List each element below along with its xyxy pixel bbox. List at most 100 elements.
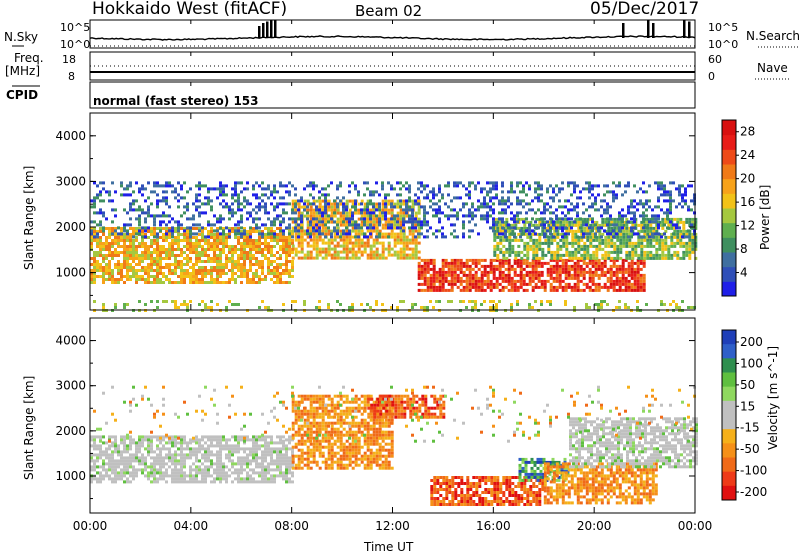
power-cell [537,196,540,200]
power-cell [636,276,640,280]
power-cell [315,247,319,251]
power-cell [561,229,564,233]
power-cell [201,266,204,269]
power-cell [105,269,108,272]
power-cell [642,235,645,239]
power-cell [447,217,450,221]
power-cell [252,208,255,212]
power-cell [534,232,537,236]
power-cell [324,199,327,203]
power-cell [633,279,637,283]
power-cell [93,220,96,224]
velocity-cell [198,465,201,469]
power-cell [411,306,414,309]
power-cell [595,238,599,242]
power-cell [168,205,171,209]
power-cell [456,273,460,277]
power-cell [555,193,558,197]
power-cell [423,264,427,268]
power-cell [261,230,264,233]
power-cell [99,193,102,197]
power-cell [219,236,222,239]
power-cell [645,190,648,194]
power-cell [525,273,529,277]
power-cell [411,202,415,206]
power-cell [682,226,686,230]
power-cell [306,199,310,203]
power-cell [219,193,222,197]
power-cell [555,261,559,265]
power-cell [588,184,591,188]
power-cell [255,242,258,245]
power-cell [678,306,681,309]
power-cell [621,288,625,292]
power-cell [270,230,273,233]
power-cell [531,264,535,268]
power-cell [504,273,508,277]
power-cell [198,260,201,263]
power-cell [186,233,189,236]
power-cell [429,258,433,262]
power-cell [531,217,534,221]
power-cell [375,181,378,185]
power-cell [538,238,542,242]
power-cell [159,254,162,257]
power-cell [690,306,693,309]
power-cell [285,263,288,266]
power-cell [312,235,316,239]
power-cell [402,214,406,218]
power-cell [496,217,500,221]
power-cell [583,217,587,221]
power-cell [507,223,510,227]
power-cell [141,226,144,230]
power-cell [198,205,201,209]
power-cell [282,208,285,212]
power-cell [201,239,204,242]
power-cell [538,241,542,245]
power-cell [549,184,552,188]
power-cell [330,235,333,239]
power-cell [564,282,568,286]
power-cell [441,285,445,289]
power-cell [291,208,294,212]
power-cell [673,250,677,254]
power-cell [129,278,132,281]
velocity-cell [186,444,189,448]
power-cell [592,253,596,257]
power-cell [294,250,298,254]
power-cell [435,202,438,206]
power-cell [153,214,156,218]
power-cell [135,254,138,257]
power-cell [640,253,644,257]
velocity-cell [123,462,126,466]
power-cell [414,223,418,227]
power-cell [570,193,573,197]
power-cell [171,190,174,194]
power-cell [450,273,454,277]
power-cell [585,187,588,191]
power-cell [507,279,511,283]
power-cell [621,261,625,265]
power-cell [447,270,451,274]
power-cell [474,261,478,265]
power-cell [498,276,502,280]
power-cell [306,202,310,206]
power-cell [504,279,508,283]
power-cell [165,214,168,218]
power-cell [234,223,237,227]
power-cell [102,260,105,263]
power-cell [243,229,246,233]
power-cell [589,229,593,233]
power-cell [354,184,357,188]
power-cell [393,235,397,239]
power-cell [555,270,559,274]
velocity-cell [159,471,162,475]
power-cell [591,264,595,268]
power-cell [195,272,198,275]
power-cell [550,238,554,242]
power-cell [553,250,557,254]
power-cell [694,244,698,248]
power-cell [426,258,430,262]
power-cell [252,248,255,251]
power-cell [549,264,553,268]
